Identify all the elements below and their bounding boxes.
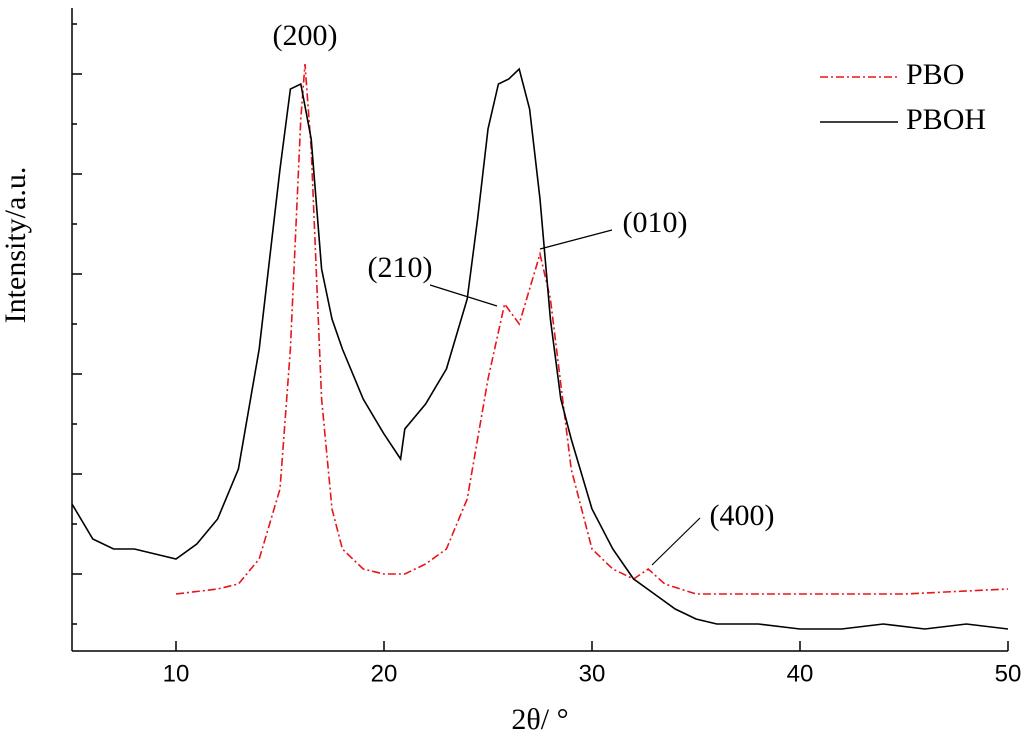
x-tick-label: 40 <box>787 660 814 687</box>
x-axis-label: 2θ/ ° <box>511 703 568 736</box>
y-axis-label: Intensity/a.u. <box>0 167 32 324</box>
legend-label: PBO <box>906 58 964 91</box>
annotation: (010) <box>623 206 688 239</box>
annotation-leader <box>651 517 701 566</box>
annotation: (400) <box>710 499 775 532</box>
x-tick-label: 30 <box>579 660 606 687</box>
x-tick-label: 10 <box>163 660 190 687</box>
legend-label: PBOH <box>906 103 986 136</box>
annotation: (210) <box>368 251 433 284</box>
x-tick-label: 20 <box>371 660 398 687</box>
annotation: (200) <box>273 19 338 52</box>
series-line <box>175 63 1009 595</box>
annotation-leader <box>539 229 613 250</box>
annotation-leader <box>429 284 498 307</box>
x-tick-label: 50 <box>995 660 1022 687</box>
series-line <box>71 67 1009 630</box>
